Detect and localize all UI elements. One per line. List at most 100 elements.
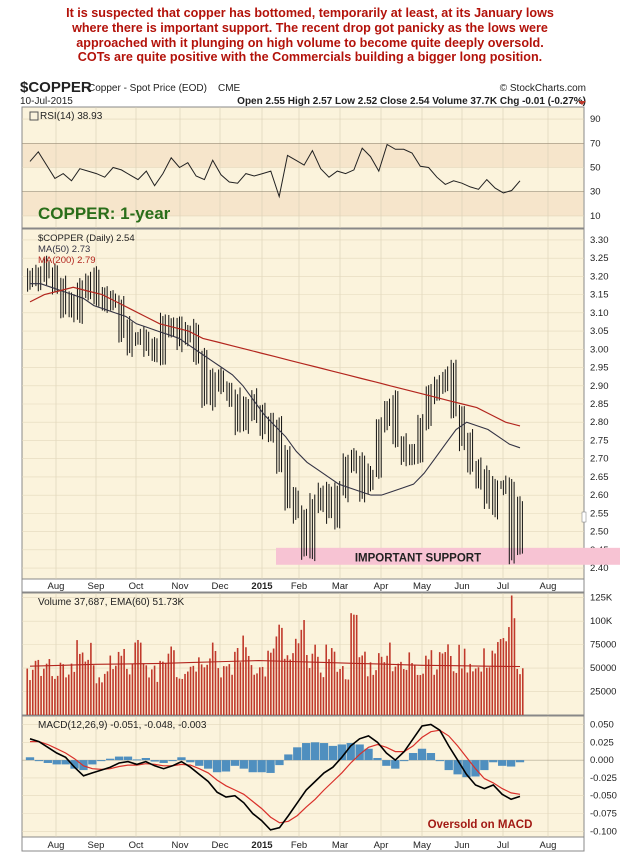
macd-histogram-bar — [97, 760, 106, 762]
volume-bar — [211, 642, 214, 715]
volume-bar — [62, 664, 65, 715]
volume-bar — [264, 676, 267, 715]
volume-bar — [236, 648, 239, 715]
volume-bar — [73, 671, 76, 715]
volume-bar — [380, 656, 383, 715]
volume-bar — [242, 635, 244, 715]
month-label: 2015 — [251, 581, 273, 592]
volume-bar — [419, 675, 422, 715]
volume-bar — [483, 648, 485, 715]
volume-bar — [455, 672, 458, 715]
price-tick-label: 2.50 — [590, 527, 609, 538]
volume-tick-label: 100K — [590, 616, 613, 627]
volume-bar — [162, 661, 164, 715]
volume-bar — [189, 666, 192, 715]
volume-bar — [441, 653, 444, 715]
volume-bar — [474, 668, 477, 715]
macd-tick-label: -0.050 — [590, 791, 617, 802]
month-label: Feb — [291, 840, 307, 851]
volume-bar — [408, 652, 411, 715]
volume-bar — [98, 677, 101, 715]
macd-histogram-bar — [417, 748, 427, 761]
volume-bar — [225, 666, 228, 715]
price-tick-label: 2.55 — [590, 508, 609, 519]
volume-bar — [148, 677, 150, 715]
volume-bar — [164, 663, 167, 715]
macd-legend: MACD(12,26,9) -0.051, -0.048, -0.003 — [38, 720, 207, 731]
month-axis-macd — [21, 836, 585, 852]
macd-histogram-bar — [435, 760, 444, 762]
down-arrow-icon — [578, 101, 586, 105]
volume-bar — [485, 667, 488, 715]
volume-bar — [220, 677, 222, 715]
price-tick-label: 2.95 — [590, 363, 609, 374]
month-label: Aug — [540, 581, 557, 592]
volume-bar — [84, 661, 87, 715]
volume-tick-label: 125K — [590, 593, 613, 604]
volume-bar — [505, 641, 507, 715]
price-tick-label: 2.80 — [590, 417, 609, 428]
month-label: May — [413, 581, 431, 592]
volume-bar — [76, 640, 78, 715]
price-tick-label: 2.90 — [590, 381, 609, 392]
volume-bar — [40, 675, 42, 715]
month-label: Apr — [374, 581, 389, 592]
volume-bar — [159, 660, 161, 715]
volume-bar — [272, 648, 275, 715]
macd-histogram-bar — [195, 760, 204, 766]
volume-bar — [170, 646, 172, 715]
volume-bar — [34, 660, 37, 715]
support-zone — [276, 547, 620, 565]
price-tick-label: 3.05 — [590, 326, 609, 337]
price-tick-label: 2.85 — [590, 399, 609, 410]
volume-bar — [427, 659, 430, 715]
price-tick-label: 2.70 — [590, 454, 609, 465]
volume-bar — [195, 671, 197, 715]
volume-bar — [56, 675, 59, 715]
volume-bar — [181, 678, 184, 715]
macd-histogram-bar — [302, 743, 311, 761]
volume-ema-line — [29, 660, 521, 668]
volume-bar — [275, 636, 278, 715]
symbol-name: Copper - Spot Price (EOD) — [88, 83, 207, 94]
month-label: Aug — [540, 840, 557, 851]
month-label: Oct — [129, 581, 144, 592]
volume-bar — [45, 663, 48, 715]
rsi-tick-label: 10 — [590, 211, 601, 222]
month-label: Sep — [88, 840, 105, 851]
macd-histogram-bar — [34, 760, 44, 762]
volume-bar — [206, 664, 208, 715]
ma50-legend: MA(50) 2.73 — [38, 244, 90, 255]
volume-bar — [37, 659, 40, 715]
volume-bar — [283, 658, 286, 715]
volume-bar — [402, 669, 405, 715]
legend-swatch — [29, 111, 39, 121]
volume-bar — [366, 676, 369, 715]
month-label: Jul — [497, 581, 509, 592]
price-legend: $COPPER (Daily) 2.54 — [38, 233, 135, 244]
volume-bar — [247, 655, 250, 715]
rsi-legend: RSI(14) 38.93 — [40, 111, 103, 122]
volume-tick-label: 75000 — [590, 640, 616, 651]
volume-bar — [214, 650, 217, 715]
volume-bar — [203, 667, 206, 715]
volume-bar — [497, 642, 499, 715]
macd-tick-label: -0.025 — [590, 773, 617, 784]
price-tick-label: 2.65 — [590, 472, 609, 483]
volume-bar — [281, 627, 283, 715]
volume-bar — [139, 642, 142, 715]
volume-bar — [250, 665, 253, 715]
volume-bar — [67, 674, 70, 715]
macd-histogram-bar — [52, 760, 61, 765]
volume-bar — [145, 665, 148, 715]
volume-bar — [499, 639, 502, 715]
volume-bar — [120, 655, 123, 715]
quote-line: Open 2.55 High 2.57 Low 2.52 Close 2.54 … — [237, 96, 586, 107]
symbol: $COPPER — [20, 79, 92, 96]
macd-histogram-bar — [177, 757, 186, 761]
macd-line — [29, 723, 521, 831]
price-tick-label: 2.75 — [590, 435, 609, 446]
volume-bar — [123, 648, 125, 715]
volume-bar — [256, 673, 258, 715]
